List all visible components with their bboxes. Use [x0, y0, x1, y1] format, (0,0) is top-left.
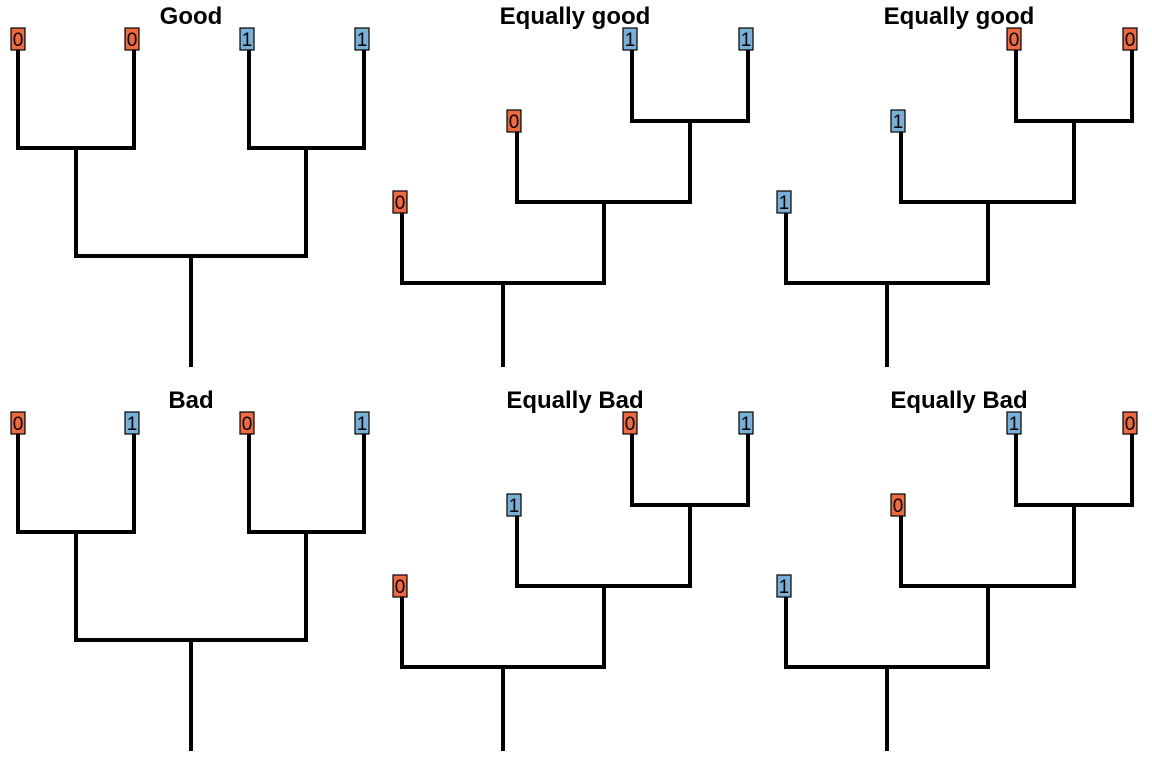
tree-panel: Equally good 0 0 1 1 [392, 3, 754, 367]
tip-state-marker [622, 411, 638, 435]
tip-state-marker [239, 27, 255, 51]
tip-state-box: 0 [622, 411, 638, 435]
tip-state-marker [392, 190, 408, 214]
tip-state-label: 1 [741, 414, 752, 435]
tip-state-label: 1 [779, 577, 790, 598]
tip-state-label: 0 [509, 112, 520, 133]
tip-state-label: 0 [13, 414, 24, 435]
tip-state-box: 1 [354, 27, 370, 51]
tip-state-marker [1122, 411, 1138, 435]
tip-state-label: 0 [893, 496, 904, 517]
tip-state-label: 0 [1125, 414, 1136, 435]
tip-state-marker [1006, 411, 1022, 435]
tip-state-box: 0 [392, 190, 408, 214]
tip-state-marker [506, 493, 522, 517]
tip-state-label: 1 [357, 414, 368, 435]
tip-state-label: 1 [625, 30, 636, 51]
tip-state-box: 0 [1122, 411, 1138, 435]
tip-state-marker [1122, 27, 1138, 51]
panel-title: Bad [168, 387, 213, 414]
tip-state-marker [776, 190, 792, 214]
tree-panel: Good 0 0 1 1 [10, 3, 370, 367]
tip-state-box: 0 [10, 411, 26, 435]
tip-state-box: 1 [354, 411, 370, 435]
tip-state-box: 1 [776, 574, 792, 598]
tip-state-marker [124, 27, 140, 51]
tip-state-box: 0 [239, 411, 255, 435]
tip-state-box: 1 [738, 411, 754, 435]
tip-state-marker [392, 574, 408, 598]
tip-state-label: 0 [1009, 30, 1020, 51]
tip-state-box: 1 [776, 190, 792, 214]
panel-title: Equally Bad [506, 387, 643, 414]
tip-state-box: 1 [890, 109, 906, 133]
tip-state-label: 1 [127, 414, 138, 435]
tip-state-label: 1 [741, 30, 752, 51]
tip-state-marker [354, 411, 370, 435]
tip-state-label: 1 [509, 496, 520, 517]
tip-state-marker [506, 109, 522, 133]
tip-state-marker [890, 109, 906, 133]
tip-state-label: 0 [1125, 30, 1136, 51]
tip-state-box: 0 [10, 27, 26, 51]
tip-state-box: 0 [890, 493, 906, 517]
tip-state-marker [890, 493, 906, 517]
tip-state-marker [1006, 27, 1022, 51]
tip-state-box: 1 [239, 27, 255, 51]
tip-state-marker [738, 27, 754, 51]
tip-state-marker [622, 27, 638, 51]
tip-state-box: 1 [738, 27, 754, 51]
tip-state-label: 1 [779, 193, 790, 214]
tip-state-marker [10, 411, 26, 435]
tip-state-label: 1 [357, 30, 368, 51]
tip-state-label: 1 [242, 30, 253, 51]
tree-panel: Equally good 1 1 0 0 [776, 3, 1138, 367]
tip-state-box: 1 [124, 411, 140, 435]
tip-state-label: 1 [1009, 414, 1020, 435]
tip-state-box: 0 [124, 27, 140, 51]
tree-panel: Bad 0 1 0 1 [10, 387, 370, 751]
tip-state-marker [738, 411, 754, 435]
tip-state-label: 1 [893, 112, 904, 133]
panel-title: Equally Bad [890, 387, 1027, 414]
tip-state-box: 0 [1006, 27, 1022, 51]
tip-state-label: 0 [242, 414, 253, 435]
tip-state-box: 1 [1006, 411, 1022, 435]
panel-title: Good [160, 3, 223, 30]
tip-state-box: 0 [1122, 27, 1138, 51]
panel-title: Equally good [884, 3, 1035, 30]
tip-state-box: 1 [506, 493, 522, 517]
tip-state-label: 0 [13, 30, 24, 51]
tip-state-marker [124, 411, 140, 435]
tip-state-marker [239, 411, 255, 435]
tip-state-label: 0 [625, 414, 636, 435]
panel-title: Equally good [500, 3, 651, 30]
tip-state-box: 0 [506, 109, 522, 133]
tip-state-marker [354, 27, 370, 51]
tip-state-label: 0 [127, 30, 138, 51]
tip-state-box: 1 [622, 27, 638, 51]
tip-state-marker [10, 27, 26, 51]
tip-state-marker [776, 574, 792, 598]
tip-state-label: 0 [395, 577, 406, 598]
tip-state-box: 0 [392, 574, 408, 598]
tip-state-label: 0 [395, 193, 406, 214]
